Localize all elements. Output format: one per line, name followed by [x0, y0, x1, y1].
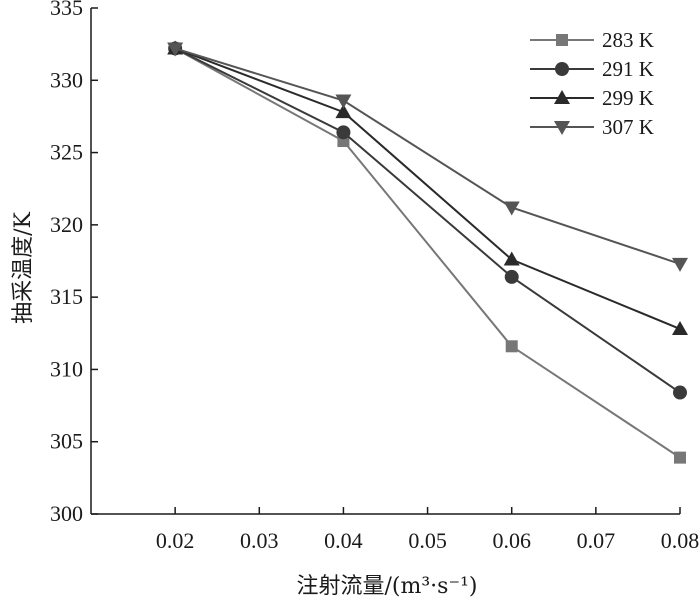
legend-item: 307 K	[530, 115, 654, 139]
legend: 283 K 291 K 299 K 307 K	[530, 28, 654, 139]
y-tick-label: 335	[50, 0, 83, 20]
data-point	[673, 385, 687, 400]
legend-item: 291 K	[530, 57, 654, 81]
x-tick-label: 0.07	[577, 528, 616, 553]
data-point	[674, 451, 686, 464]
data-point	[335, 104, 352, 119]
axes: 0.02 0.03 0.04 0.05 0.06 0.07 0.08 300 305 310 31…	[50, 0, 699, 553]
y-tick-label: 320	[50, 212, 83, 237]
y-tick-label: 310	[50, 356, 83, 381]
y-axis-title: 抽采温度/K	[11, 212, 36, 324]
x-ticks: 0.02 0.03 0.04 0.05 0.06 0.07 0.08	[156, 507, 699, 553]
legend-item: 283 K	[530, 28, 654, 52]
x-tick-label: 0.08	[661, 528, 700, 553]
data-point	[504, 269, 519, 284]
legend-label: 283 K	[602, 28, 654, 52]
legend-marker	[554, 90, 570, 104]
y-tick-label: 315	[50, 284, 83, 309]
data-point	[167, 42, 184, 57]
data-point	[672, 257, 688, 272]
data-point	[505, 340, 518, 353]
y-ticks: 300 305 310 315 320 325 330 335	[50, 0, 98, 526]
data-point	[672, 320, 688, 335]
series-line	[174, 47, 681, 330]
legend-label: 299 K	[602, 86, 654, 110]
legend-item: 299 K	[530, 86, 654, 110]
x-tick-label: 0.02	[156, 528, 195, 553]
series-line	[174, 47, 681, 394]
y-tick-label: 325	[50, 140, 83, 165]
y-tick-label: 300	[50, 501, 83, 526]
legend-label: 291 K	[602, 57, 654, 81]
series-307-k	[167, 42, 688, 272]
series-layer	[167, 40, 688, 464]
x-tick-label: 0.05	[408, 528, 447, 553]
y-tick-label: 305	[50, 429, 83, 454]
data-point	[503, 201, 520, 216]
y-tick-label: 330	[50, 67, 83, 92]
series-line	[174, 47, 681, 265]
data-point	[335, 94, 352, 109]
x-tick-label: 0.06	[492, 528, 531, 553]
series-line	[174, 47, 681, 459]
legend-marker	[555, 62, 569, 76]
series-299-k	[167, 40, 688, 335]
x-axis-title: 注射流量/(m³·s⁻¹)	[297, 574, 478, 599]
legend-marker	[554, 121, 570, 135]
legend-marker	[556, 34, 568, 46]
data-point	[503, 251, 520, 266]
x-tick-label: 0.04	[324, 528, 363, 553]
legend-label: 307 K	[602, 115, 654, 139]
x-tick-label: 0.03	[240, 528, 279, 553]
data-point	[336, 125, 351, 140]
